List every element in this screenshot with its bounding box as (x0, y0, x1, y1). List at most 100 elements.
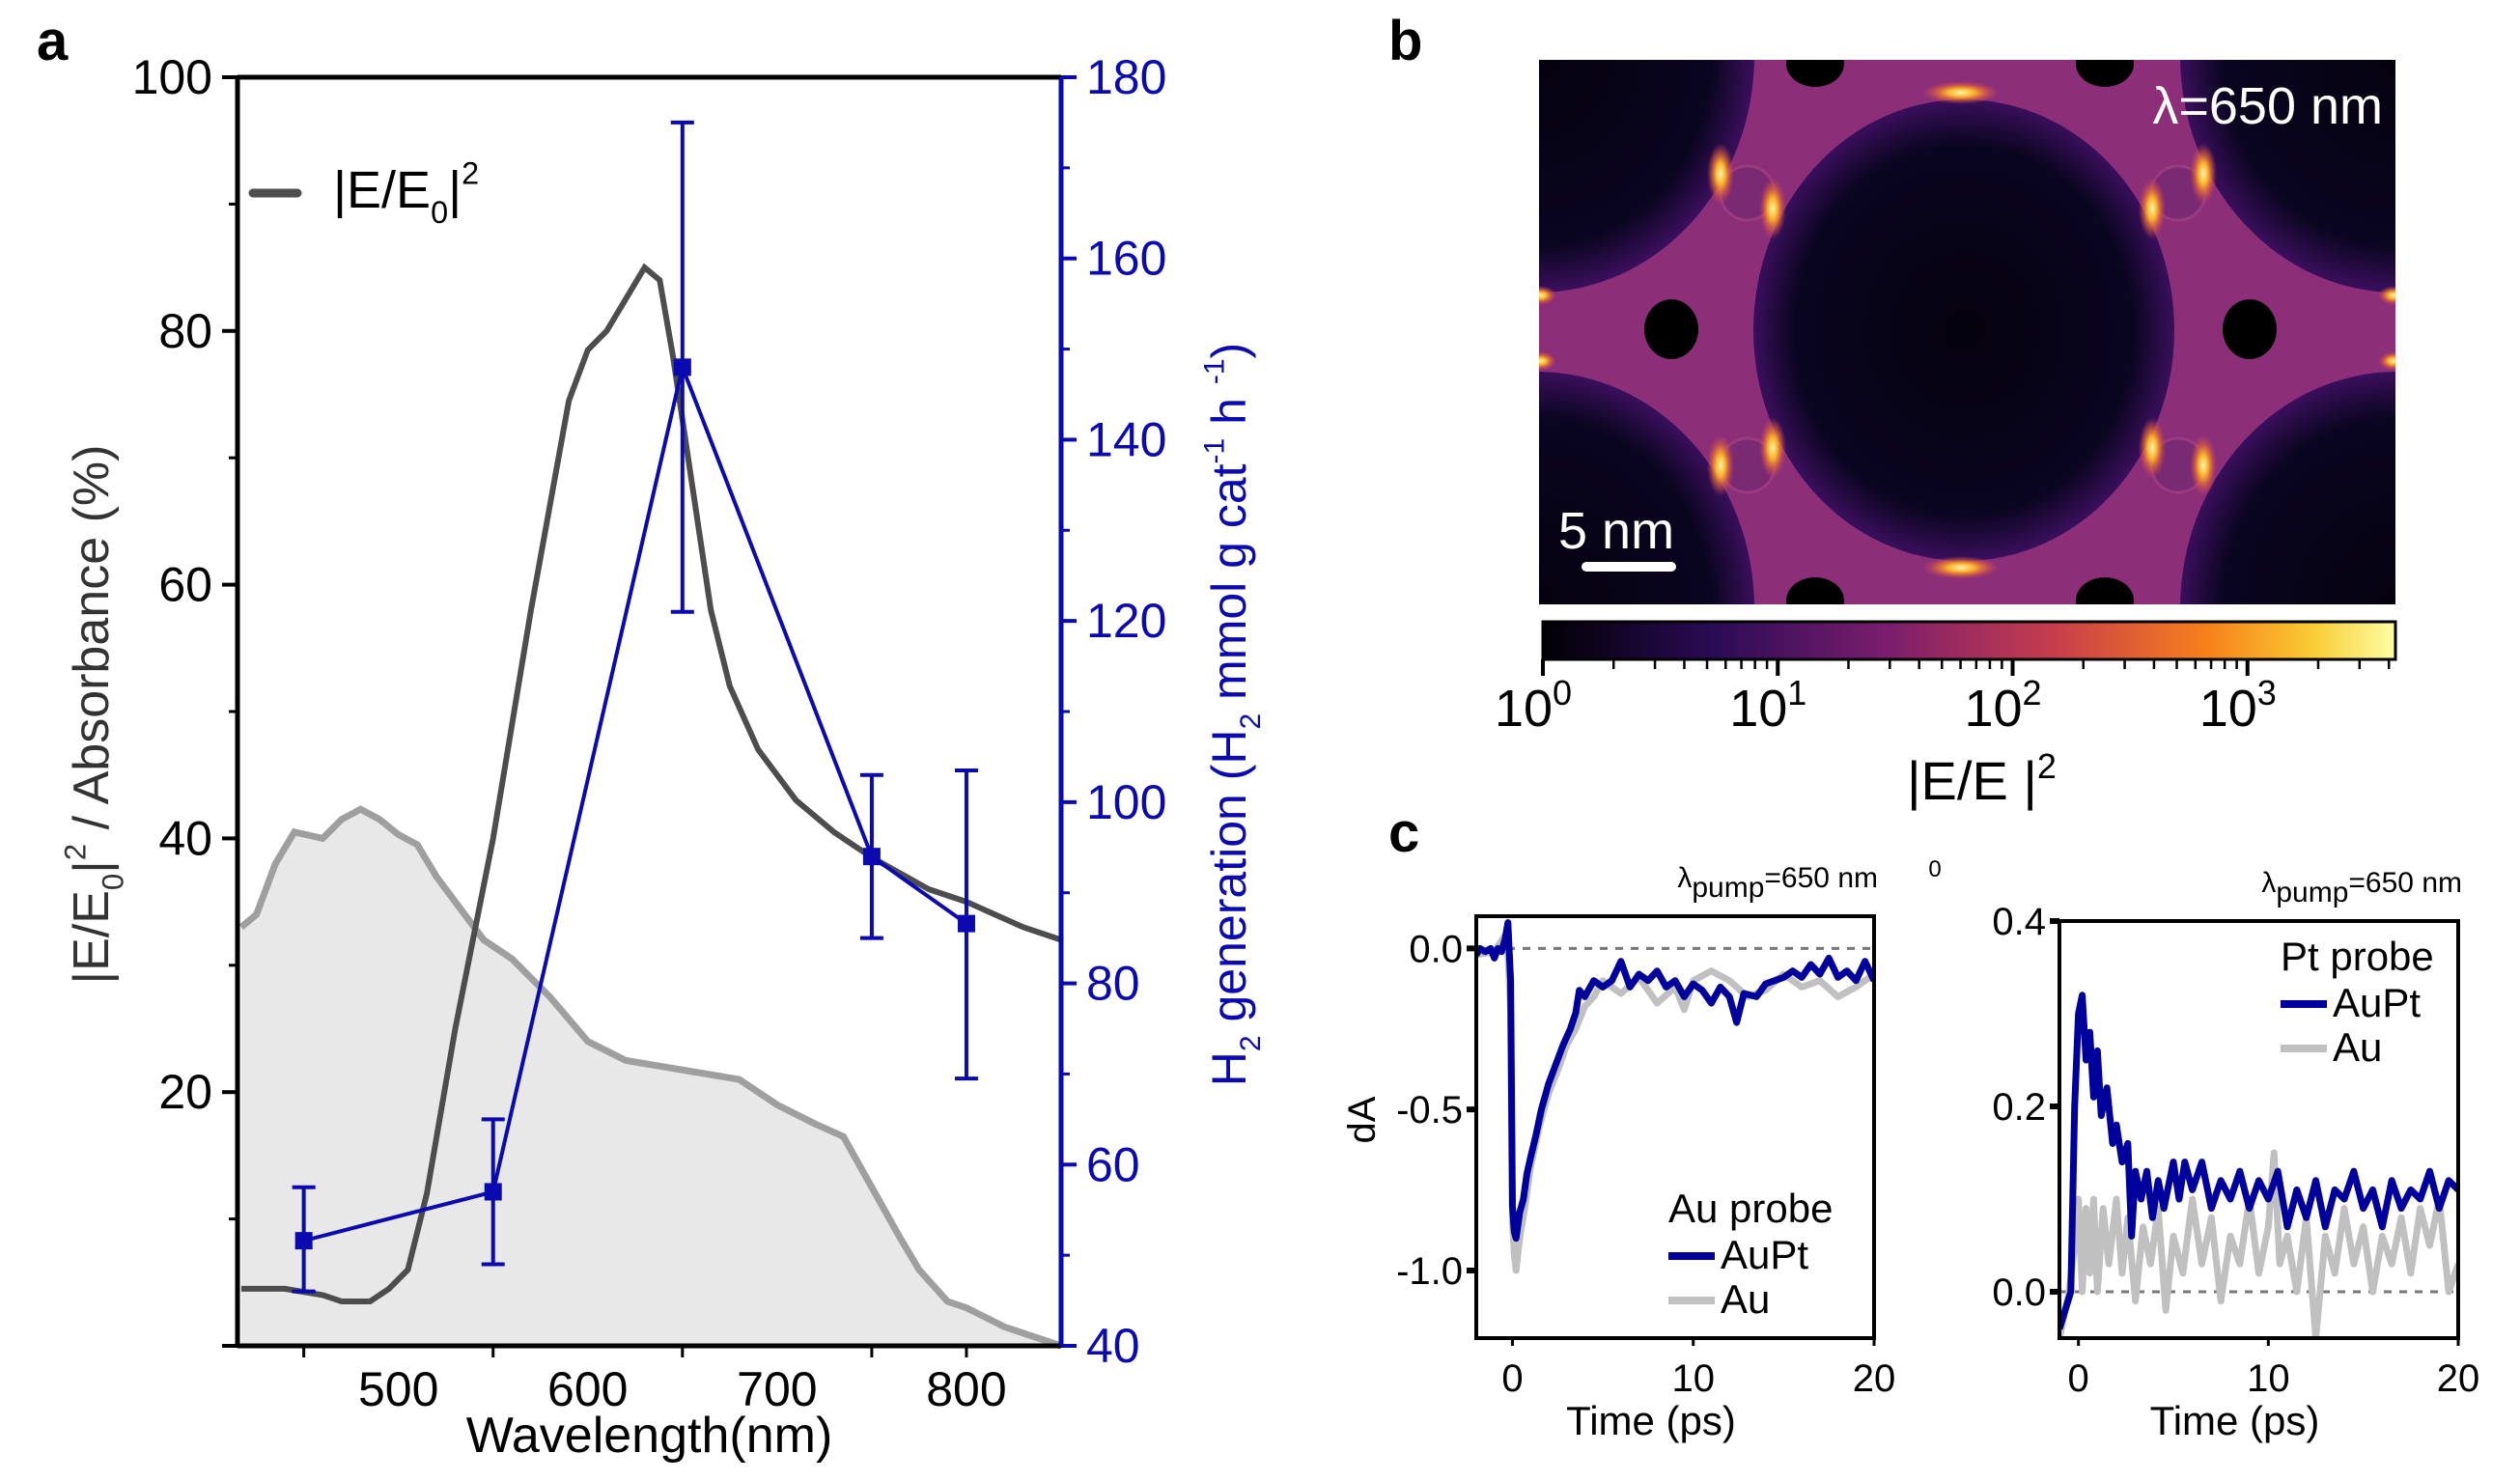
legend-label-aupt: AuPt (1721, 1232, 1808, 1277)
y-tick-label: 60 (158, 558, 212, 612)
y-tick-label: 0.0 (1992, 1271, 2046, 1314)
y2-axis-title-part: -1 (1199, 358, 1231, 384)
y-tick-label: 0.2 (1992, 1086, 2046, 1129)
x-axis-title: Wavelength(nm) (466, 1408, 833, 1464)
y-axis-title: dA (1341, 1096, 1384, 1143)
tick-exponent: 2 (2023, 673, 2042, 713)
tick-base: 10 (1495, 680, 1553, 738)
colorbar-title-sup: 2 (2037, 746, 2057, 786)
x-tick-label: 700 (737, 1362, 817, 1416)
legend-label-part: | (448, 161, 462, 219)
x-tick-label: 10 (1671, 1357, 1715, 1400)
scale-bar (1582, 562, 1676, 572)
colorbar-tick-label: 102 (1964, 673, 2041, 738)
y2-tick-label: 40 (1086, 1319, 1140, 1373)
pump-wavelength-title: λpump=650 nm (2261, 867, 2462, 908)
colorbar-tick-label: 101 (1729, 673, 1806, 738)
colorbar-title-subscript: 0 (1928, 856, 1941, 882)
x-tick-label: 0 (2068, 1357, 2089, 1400)
y-axis-title-part: 0 (97, 874, 130, 890)
tick-exponent: 1 (1787, 673, 1806, 713)
h2-data-point (862, 848, 881, 866)
colorbar-title: |E/E |2 (1907, 746, 2057, 811)
legend-label-part: |E/E (333, 161, 431, 219)
x-axis-title: Time (ps) (1566, 1398, 1736, 1443)
y2-axis-title: H2 generation (H2 mmol g cat-1 h -1) (1199, 343, 1268, 1086)
x-tick-label: 0 (1501, 1357, 1523, 1400)
y-tick-label: 40 (158, 811, 212, 865)
plot-frame (1474, 914, 1876, 1340)
colorbar-title-main: |E/E | (1907, 750, 2037, 811)
x-tick-label: 20 (2437, 1357, 2480, 1400)
series-aupt (2059, 992, 2458, 1330)
y2-tick-label: 180 (1086, 50, 1166, 104)
h2-data-point (294, 1232, 313, 1250)
legend-label: |E/E0|2 (333, 156, 479, 231)
panel-label-a: a (37, 10, 69, 72)
y-tick-label: 0.4 (1992, 901, 2046, 943)
legend-label-part: 0 (431, 195, 448, 230)
y2-tick-label: 120 (1086, 594, 1166, 648)
field-heatmap (1539, 60, 2395, 604)
title-part: pump (1692, 872, 1764, 904)
x-tick-label: 600 (547, 1362, 628, 1416)
legend-label-aupt: AuPt (2333, 980, 2421, 1025)
y-tick-label: 0.0 (1409, 928, 1463, 970)
y-axis-title-part: | (64, 860, 120, 874)
y-tick-label: 20 (158, 1065, 212, 1119)
panel-c-pt-probe-chart: 0.0 0.2 0.4 0 10 20 Time (ps) λpump=650 nm Pt pr… (1992, 867, 2479, 1443)
panel-label-c: c (1388, 801, 1419, 864)
panel-b-field-map: λ=650 nm 5 nm 100 101 102 103|E/E |20 (1495, 60, 2397, 882)
panel-c-au-probe-chart: 0.0 -0.5 -1.0 0 10 20 Time (ps) dA λpump=650 nm A… (1341, 862, 1895, 1443)
y2-tick-label: 140 (1086, 412, 1166, 466)
x-tick-label: 800 (926, 1362, 1006, 1416)
tick-exponent: 0 (1553, 673, 1572, 713)
title-part: λ (2261, 867, 2276, 899)
pump-wavelength-title: λpump=650 nm (1677, 862, 1878, 904)
title-part: pump (2276, 877, 2348, 908)
y2-axis-title-part: 2 (1235, 1035, 1267, 1051)
y2-axis-title-part: h (1202, 384, 1256, 438)
y-tick-label: -0.5 (1396, 1089, 1463, 1132)
x-tick-label: 20 (1853, 1357, 1896, 1400)
plot-frame (2058, 919, 2460, 1340)
x-tick-label: 10 (2247, 1357, 2290, 1400)
y-axis-title-part: |E/E (64, 890, 120, 984)
legend-title: Pt probe (2281, 934, 2434, 979)
h2-data-point (957, 914, 975, 933)
y2-axis-title-part: generation (H (1202, 730, 1256, 1036)
y-axis-title: |E/E0|2 / Absorbance (%) (59, 445, 130, 985)
y-tick-label: -1.0 (1396, 1250, 1463, 1293)
panel-label-b: b (1388, 10, 1422, 72)
series-aupt (1476, 919, 1874, 1243)
y2-tick-label: 160 (1086, 232, 1166, 286)
y2-axis-title-part: -1 (1199, 438, 1231, 464)
legend-label-part: 2 (462, 156, 479, 191)
absorbance-line (238, 805, 1063, 1350)
field-enhancement-line (240, 263, 1062, 1305)
y2-axis-title-part: 2 (1235, 713, 1267, 730)
colorbar-ticks: 100 101 102 103|E/E |20 (1495, 659, 2391, 882)
title-part: =650 nm (1764, 862, 1878, 894)
legend-label-au: Au (1721, 1276, 1770, 1322)
tick-exponent: 3 (2257, 673, 2277, 713)
title-part: =650 nm (2348, 867, 2462, 899)
wavelength-annotation: λ=650 nm (2152, 77, 2383, 135)
colorbar-tick-label: 100 (1495, 673, 1572, 738)
y-axis-title-part: / Absorbance (%) (64, 445, 120, 844)
y2-tick-label: 80 (1086, 957, 1140, 1011)
h2-data-point (484, 1183, 502, 1201)
y2-tick-label: 100 (1086, 775, 1166, 829)
y-axis-title-part: 2 (59, 844, 93, 860)
h2-data-point (673, 358, 691, 377)
tick-base: 10 (2199, 680, 2257, 738)
legend-title: Au probe (1668, 1186, 1833, 1231)
x-tick-label: 500 (358, 1362, 438, 1416)
tick-base: 10 (1964, 680, 2022, 738)
title-part: λ (1677, 862, 1692, 894)
y2-tick-label: 60 (1086, 1137, 1140, 1191)
y-tick-label: 100 (132, 50, 212, 104)
absorbance-fill (240, 809, 1061, 1346)
